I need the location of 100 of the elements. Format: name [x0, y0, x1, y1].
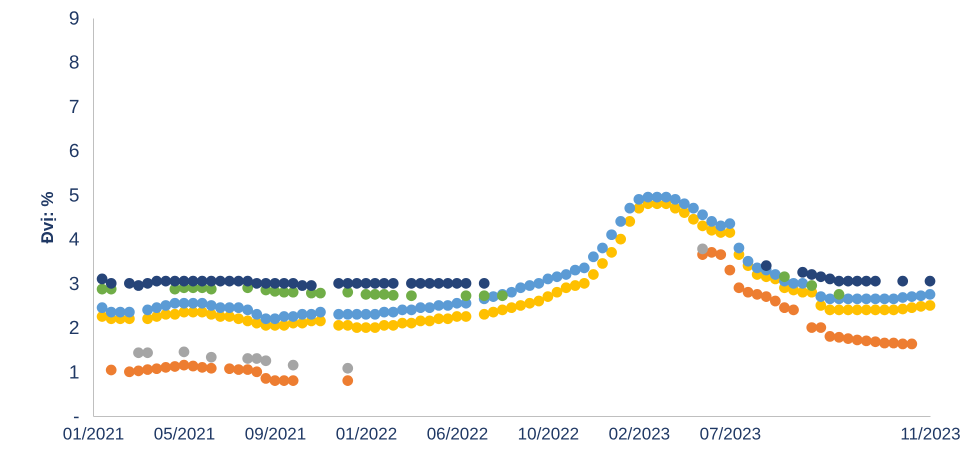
point — [288, 360, 299, 370]
point — [378, 289, 390, 300]
point — [906, 338, 918, 350]
point — [333, 278, 344, 289]
point — [715, 249, 726, 260]
y-tick-label: 1 — [68, 362, 80, 384]
point — [478, 290, 490, 302]
point — [815, 271, 826, 282]
point — [752, 289, 763, 300]
point — [806, 280, 818, 291]
point — [460, 290, 472, 302]
point — [834, 276, 844, 286]
point — [106, 364, 117, 376]
point — [288, 278, 299, 289]
point — [178, 346, 190, 358]
point — [824, 274, 836, 284]
point — [96, 284, 108, 294]
point — [224, 276, 235, 286]
point — [278, 375, 290, 386]
y-tick-label: 4 — [68, 230, 80, 251]
point — [842, 333, 854, 344]
y-tick-label: 3 — [68, 274, 80, 295]
point — [897, 276, 908, 286]
point — [706, 247, 718, 258]
point — [388, 278, 399, 289]
y-tick-label: 8 — [68, 52, 80, 74]
point — [196, 276, 208, 286]
point — [206, 362, 217, 374]
point — [788, 304, 799, 316]
point — [879, 338, 890, 348]
point — [188, 360, 198, 372]
point — [288, 286, 299, 298]
point — [270, 375, 280, 386]
point — [415, 278, 426, 289]
point — [860, 276, 872, 286]
x-tick-label: 01/2021 — [62, 424, 124, 444]
x-tick-label: 01/2022 — [336, 424, 398, 444]
x-tick-label: 07/2023 — [700, 424, 762, 444]
point — [342, 362, 354, 374]
point — [142, 278, 153, 289]
point — [834, 332, 844, 343]
x-tick-label: 11/2023 — [900, 424, 961, 444]
point — [133, 347, 144, 358]
point — [170, 276, 180, 286]
y-tick-label: 6 — [68, 141, 80, 162]
point — [251, 353, 262, 364]
point — [815, 322, 826, 333]
point — [233, 276, 244, 286]
point — [233, 364, 244, 375]
point — [724, 264, 736, 276]
x-tick-label: 02/2023 — [608, 424, 670, 444]
y-tick-label: 9 — [68, 8, 80, 30]
point — [870, 336, 881, 348]
x-tick-label: 05/2021 — [154, 424, 216, 444]
point — [870, 276, 881, 286]
point — [178, 276, 190, 286]
point — [734, 282, 744, 294]
point — [342, 375, 354, 386]
x-tick-label: 06/2022 — [426, 424, 488, 444]
point — [151, 276, 162, 286]
point — [852, 334, 863, 346]
point — [897, 338, 908, 350]
point — [215, 276, 226, 286]
point — [296, 280, 308, 291]
point — [760, 291, 772, 302]
point — [242, 276, 254, 286]
y-tick-label: 2 — [68, 318, 80, 340]
point — [151, 363, 162, 374]
point — [260, 355, 272, 366]
point — [306, 280, 317, 291]
point — [779, 302, 790, 314]
point — [260, 278, 272, 289]
point — [770, 296, 781, 306]
point — [188, 276, 198, 286]
point — [460, 278, 472, 289]
point — [697, 243, 708, 254]
point — [142, 347, 153, 358]
point — [142, 364, 153, 375]
point — [242, 364, 254, 375]
point — [342, 278, 354, 289]
point — [433, 278, 444, 289]
point — [779, 271, 790, 282]
point — [270, 278, 280, 289]
point — [160, 362, 172, 373]
point — [406, 278, 417, 289]
point — [842, 276, 854, 286]
point — [852, 276, 863, 286]
point — [260, 373, 272, 384]
point — [160, 276, 172, 286]
point — [170, 361, 180, 372]
point — [924, 276, 936, 286]
point — [360, 278, 372, 289]
point — [806, 269, 818, 280]
point — [760, 260, 772, 271]
x-tick-label: 09/2021 — [244, 424, 306, 444]
point — [388, 290, 399, 301]
point — [106, 278, 117, 289]
x-tick-label: 10/2022 — [518, 424, 580, 444]
point — [124, 366, 135, 378]
point — [478, 278, 490, 289]
